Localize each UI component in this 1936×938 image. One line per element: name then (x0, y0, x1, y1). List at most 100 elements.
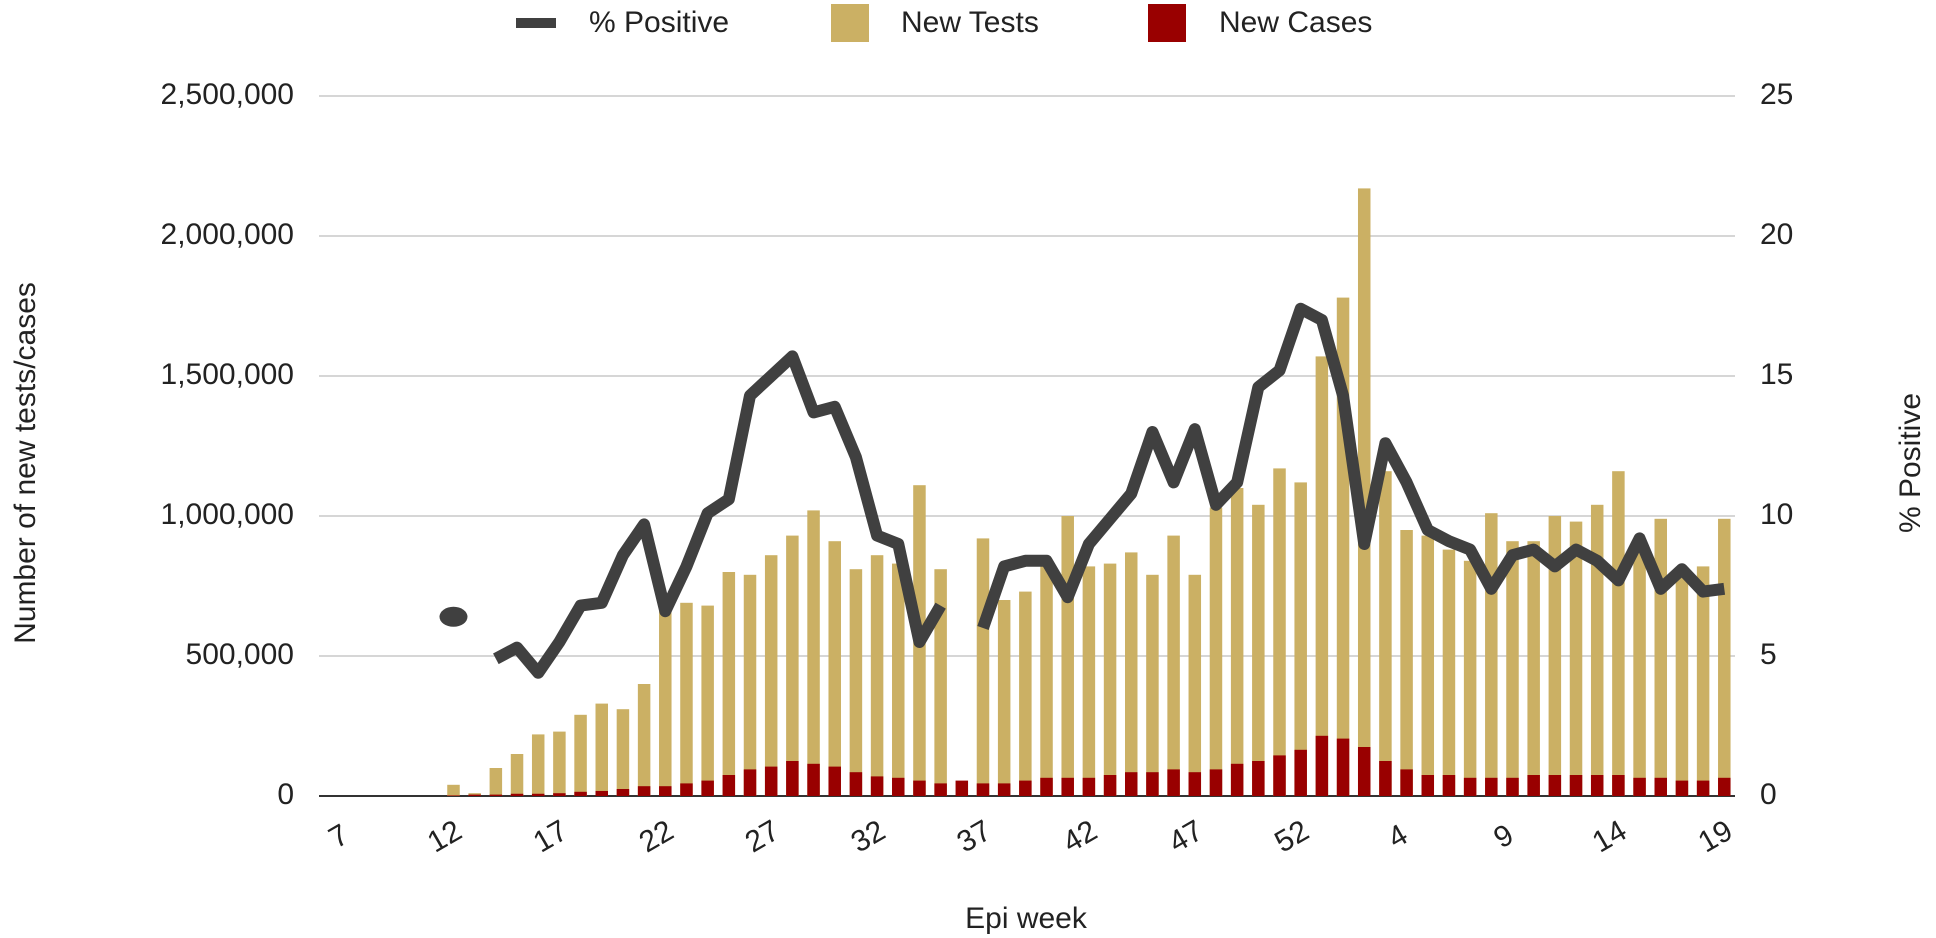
y-tick-label: 1,500,000 (161, 358, 294, 391)
y-tick-label: 1,000,000 (161, 498, 294, 531)
bar (1485, 777, 1498, 796)
bar (828, 766, 841, 796)
bar (1103, 775, 1117, 796)
bar (1357, 747, 1371, 796)
bar (997, 783, 1011, 796)
bar (1125, 772, 1138, 796)
legend-label: New Cases (1219, 6, 1372, 39)
bar (1527, 541, 1540, 796)
bar (574, 714, 587, 796)
bar (1167, 535, 1180, 796)
bar (934, 783, 947, 796)
bar (1463, 777, 1477, 796)
bar (1209, 769, 1223, 796)
bar (1675, 577, 1689, 796)
bar (553, 793, 566, 796)
x-tick-label: 7 (323, 818, 354, 855)
x-tick-label: 14 (1587, 814, 1632, 859)
y2-tick-label: 15 (1760, 358, 1793, 391)
bar (807, 510, 820, 796)
bar (1569, 521, 1583, 796)
bar (892, 777, 905, 796)
bar (1294, 482, 1307, 796)
bar (1019, 591, 1032, 796)
bar (595, 790, 608, 796)
bar (616, 709, 630, 796)
line-point (439, 606, 468, 627)
bar (849, 772, 863, 796)
y-tick-label: 500,000 (186, 638, 294, 671)
x-axis-title: Epi week (965, 902, 1088, 935)
bar (1252, 504, 1265, 796)
bar (1548, 775, 1562, 796)
bar (1294, 749, 1307, 796)
bar (1252, 761, 1265, 796)
bar (1633, 549, 1646, 796)
bar (701, 605, 714, 796)
y2-tick-label: 10 (1760, 498, 1793, 531)
bar (1146, 772, 1159, 796)
bar (870, 776, 884, 796)
bar (1527, 775, 1540, 796)
bar (764, 766, 778, 796)
y-tick-label: 2,000,000 (161, 218, 294, 251)
bar (616, 789, 630, 796)
bar (1612, 471, 1625, 796)
legend-swatch (831, 4, 869, 42)
x-tick-label: 17 (528, 814, 573, 859)
bar (1654, 777, 1667, 796)
bar (764, 555, 778, 796)
bar (489, 768, 503, 796)
bar (1590, 504, 1604, 796)
bar (786, 761, 799, 796)
bar (659, 786, 672, 796)
bar (637, 786, 651, 796)
bar (828, 541, 841, 796)
bar (786, 535, 799, 796)
y2-tick-label: 5 (1760, 638, 1777, 671)
bar (1103, 563, 1117, 796)
bar (1442, 775, 1456, 796)
bar (680, 783, 693, 796)
bar (1400, 530, 1413, 796)
y2-tick-label: 20 (1760, 218, 1793, 251)
bar (531, 734, 545, 796)
bar (1569, 775, 1583, 796)
bar (1718, 777, 1731, 796)
bar (1273, 755, 1286, 796)
bar (1146, 574, 1159, 796)
bar (1421, 775, 1435, 796)
legend-label: New Tests (901, 6, 1039, 39)
bar (1061, 777, 1074, 796)
bar (1336, 738, 1350, 796)
bar (701, 780, 714, 796)
bar (1718, 518, 1731, 796)
x-tick-label: 12 (422, 814, 467, 859)
x-tick-label: 22 (634, 814, 679, 859)
bar (1230, 488, 1244, 796)
y2-tick-label: 0 (1760, 778, 1777, 811)
bar (1379, 471, 1392, 796)
line (977, 302, 1726, 630)
y2-tick-label: 25 (1760, 78, 1793, 111)
x-tick-label: 42 (1057, 814, 1102, 859)
bar (637, 684, 651, 796)
bar (1125, 552, 1138, 796)
bar (1506, 541, 1519, 796)
bar (468, 794, 481, 796)
bar (1315, 356, 1329, 796)
bar (574, 791, 587, 796)
bar (1061, 516, 1074, 796)
bar (913, 780, 926, 796)
bar (892, 563, 905, 796)
bar (531, 793, 545, 796)
bar (680, 602, 693, 796)
bar (743, 769, 757, 796)
bar (722, 775, 736, 796)
bar (1696, 780, 1710, 796)
y-tick-label: 2,500,000 (161, 78, 294, 111)
bar (997, 600, 1011, 796)
legend-label: % Positive (589, 6, 729, 39)
bar (1040, 566, 1053, 796)
